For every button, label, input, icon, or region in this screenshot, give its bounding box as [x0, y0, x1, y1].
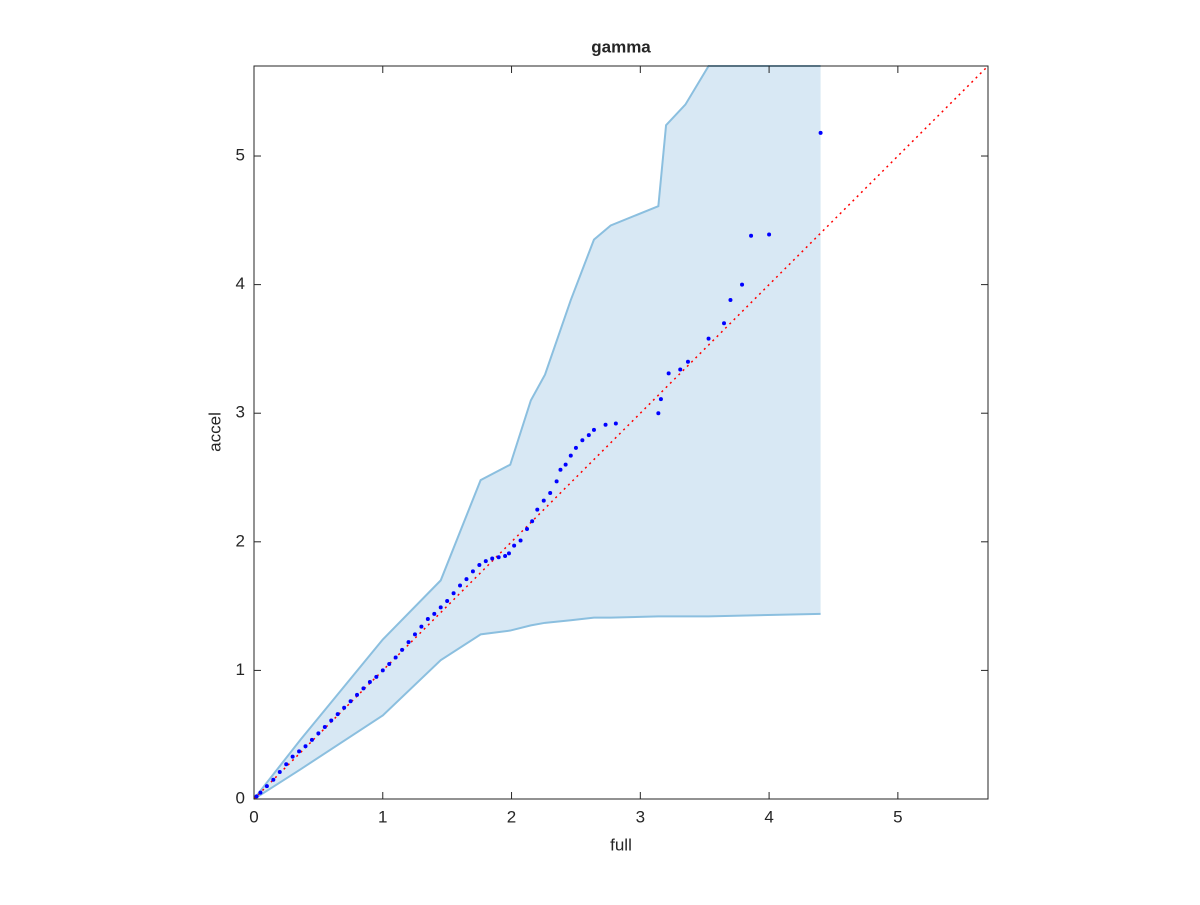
point	[530, 519, 535, 524]
point	[685, 359, 690, 364]
point	[483, 559, 488, 564]
point	[580, 438, 585, 443]
point	[740, 282, 745, 287]
point	[477, 562, 482, 567]
point	[419, 624, 424, 629]
point	[380, 668, 385, 673]
point	[329, 718, 334, 723]
point	[535, 507, 540, 512]
y-tick-label: 0	[236, 788, 245, 807]
point	[728, 298, 733, 303]
point	[425, 616, 430, 621]
point	[361, 686, 366, 691]
axes-box	[253, 65, 989, 800]
point	[518, 538, 523, 543]
y-tick-label: 3	[236, 403, 245, 422]
y-tick-label: 4	[236, 274, 245, 293]
point	[767, 232, 772, 237]
point	[451, 591, 456, 596]
point	[678, 367, 683, 372]
point	[586, 433, 591, 438]
point	[400, 647, 405, 652]
point	[412, 632, 417, 637]
point	[656, 411, 661, 416]
point	[603, 422, 608, 427]
point	[258, 790, 263, 795]
chart-title: gamma	[591, 37, 651, 56]
point	[355, 692, 360, 697]
y-tick-label: 5	[236, 146, 245, 165]
x-tick-label: 3	[636, 807, 645, 826]
x-tick-label: 5	[893, 807, 902, 826]
point	[524, 526, 529, 531]
point	[818, 130, 823, 135]
confidence-band	[254, 66, 821, 799]
y-tick-label: 1	[236, 660, 245, 679]
point	[558, 467, 563, 472]
x-tick-label: 4	[764, 807, 773, 826]
point	[591, 427, 596, 432]
point	[438, 605, 443, 610]
point	[470, 569, 475, 574]
point	[374, 674, 379, 679]
point	[277, 769, 282, 774]
point	[284, 762, 289, 767]
point	[496, 555, 501, 560]
point	[342, 705, 347, 710]
x-tick-label: 2	[507, 807, 516, 826]
point	[367, 679, 372, 684]
point	[297, 749, 302, 754]
point	[548, 490, 553, 495]
point	[316, 731, 321, 736]
y-tick-label: 2	[236, 531, 245, 550]
band-upper-edge	[253, 65, 821, 800]
point	[464, 577, 469, 582]
point	[348, 699, 353, 704]
point	[406, 640, 411, 645]
point	[749, 233, 754, 238]
point	[563, 462, 568, 467]
x-axis-label: full	[610, 835, 632, 854]
point	[722, 321, 727, 326]
point	[393, 655, 398, 660]
point	[503, 553, 508, 558]
x-tick-label: 0	[249, 807, 258, 826]
point	[706, 336, 711, 341]
band-lower-edge	[253, 612, 821, 800]
point	[541, 498, 546, 503]
point	[568, 453, 573, 458]
point	[506, 551, 511, 556]
point	[554, 479, 559, 484]
point	[290, 754, 295, 759]
y-axis-label: accel	[205, 412, 224, 452]
point	[573, 445, 578, 450]
point	[658, 397, 663, 402]
point	[445, 598, 450, 603]
point	[254, 794, 259, 799]
point	[303, 744, 308, 749]
x-tick-label: 1	[378, 807, 387, 826]
point	[387, 661, 392, 666]
point	[432, 611, 437, 616]
point	[309, 737, 314, 742]
point	[335, 712, 340, 717]
point	[458, 583, 463, 588]
point	[322, 724, 327, 729]
point	[666, 371, 671, 376]
point	[490, 556, 495, 561]
point	[264, 784, 269, 789]
point	[613, 421, 618, 426]
point	[271, 777, 276, 782]
point	[512, 543, 517, 548]
reference-line	[254, 66, 988, 799]
